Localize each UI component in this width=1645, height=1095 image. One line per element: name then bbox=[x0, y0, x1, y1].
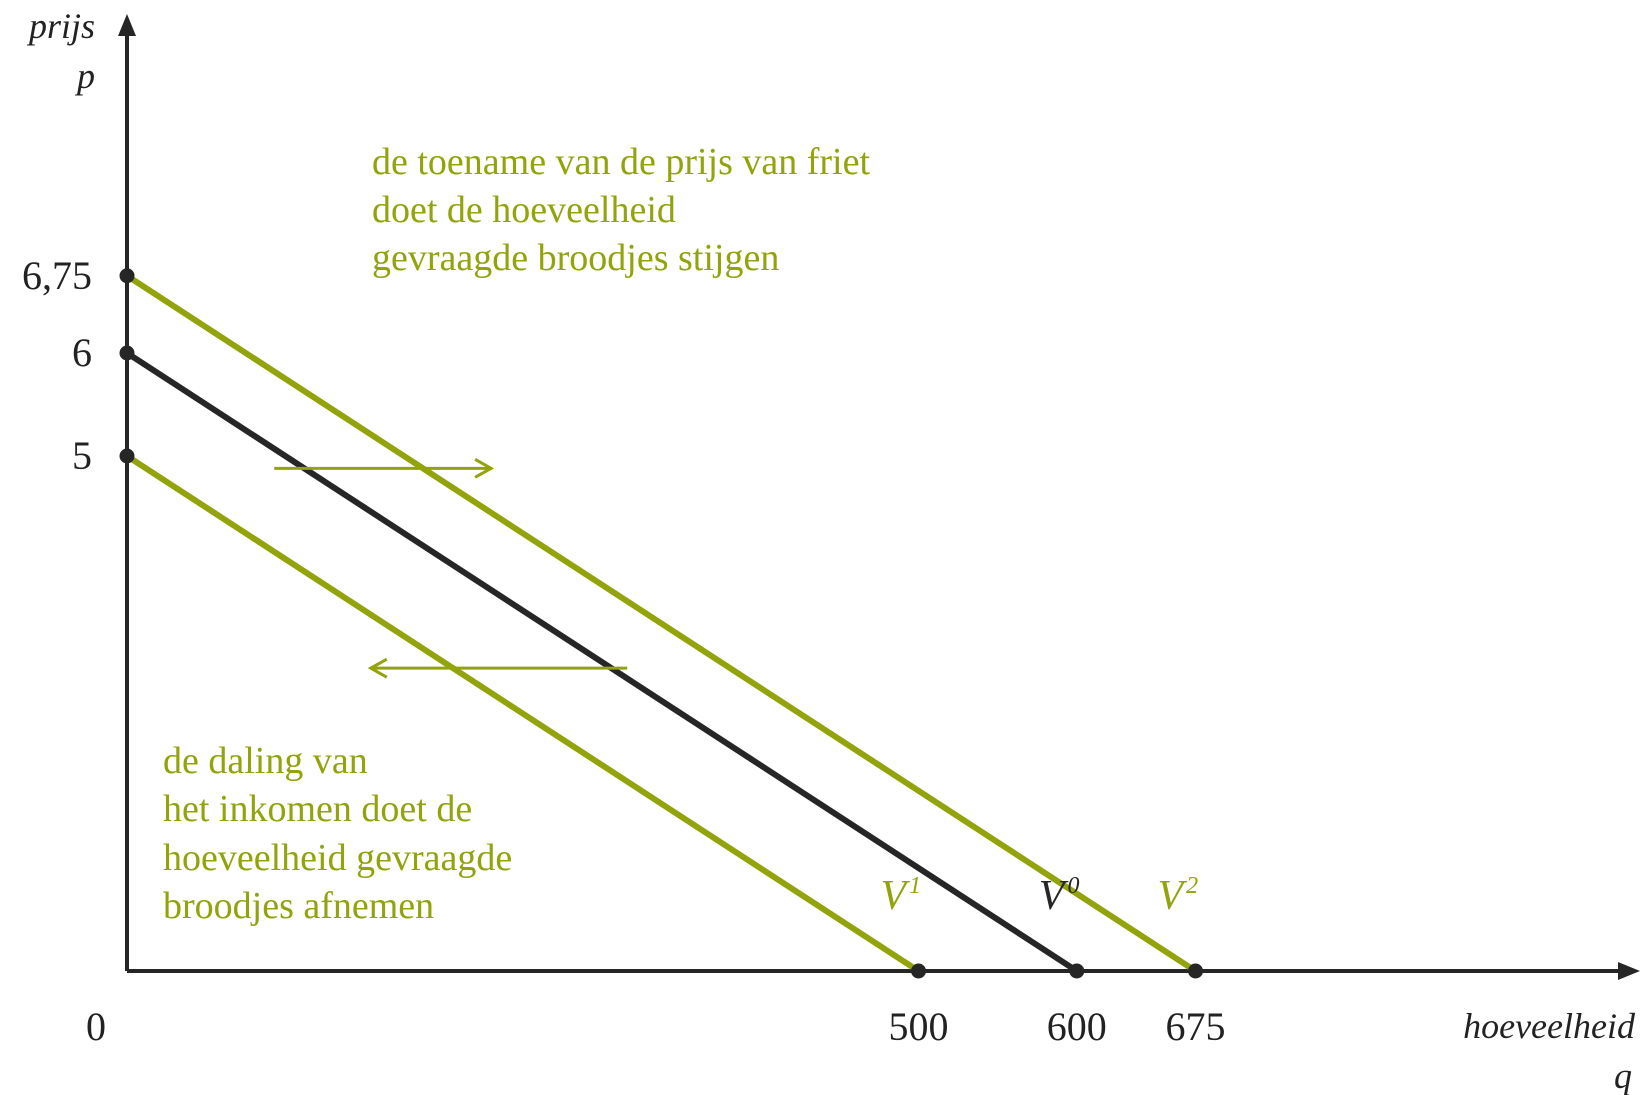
x-axis-symbol: q bbox=[1614, 1056, 1632, 1095]
x-intercept-dot-V0 bbox=[1069, 963, 1085, 979]
note-income-decrease-line: het inkomen doet de bbox=[163, 788, 472, 830]
x-tick-label: 675 bbox=[1166, 1004, 1226, 1049]
curve-label-superscript: 0 bbox=[1067, 873, 1079, 899]
shift-arrowhead-right bbox=[474, 458, 495, 479]
y-axis-symbol: p bbox=[74, 56, 95, 96]
x-axis-arrowhead bbox=[1618, 962, 1640, 980]
y-intercept-dot-V2 bbox=[119, 268, 135, 284]
y-axis-arrowhead bbox=[118, 14, 136, 36]
x-intercept-dot-V2 bbox=[1188, 963, 1204, 979]
curve-label-superscript: 1 bbox=[909, 873, 921, 899]
note-income-decrease-line: de daling van bbox=[163, 740, 368, 782]
y-tick-label: 5 bbox=[72, 433, 92, 478]
y-axis-label: prijs bbox=[26, 6, 95, 46]
curve-label-superscript: 2 bbox=[1186, 873, 1198, 899]
note-price-increase-line: de toename van de prijs van friet bbox=[372, 141, 870, 183]
y-tick-labels: 6,75 6 5 bbox=[22, 253, 92, 478]
y-intercept-dot-V1 bbox=[119, 448, 135, 464]
shift-arrows bbox=[274, 458, 628, 679]
note-price-increase-line: doet de hoeveelheid bbox=[372, 189, 676, 231]
note-price-increase-line: gevraagde broodjes stijgen bbox=[372, 237, 779, 279]
demand-curves bbox=[125, 273, 1198, 974]
demand-curve-V1 bbox=[125, 453, 921, 974]
y-tick-label: 6,75 bbox=[22, 253, 92, 298]
note-income-decrease: de daling van het inkomen doet de hoevee… bbox=[163, 740, 522, 927]
endpoint-dots bbox=[119, 268, 1204, 979]
x-axis-label: hoeveelheid bbox=[1463, 1006, 1636, 1046]
curve-label-name: V bbox=[1158, 873, 1188, 919]
x-tick-label: 500 bbox=[889, 1004, 949, 1049]
note-income-decrease-line: broodjes afnemen bbox=[163, 885, 434, 927]
x-intercept-dot-V1 bbox=[911, 963, 926, 979]
demand-curve-V0 bbox=[125, 350, 1079, 974]
y-tick-label: 6 bbox=[72, 330, 92, 375]
y-intercept-dot-V0 bbox=[119, 345, 135, 361]
curve-label-name: V bbox=[1039, 873, 1069, 919]
note-income-decrease-line: hoeveelheid gevraagde bbox=[163, 837, 512, 879]
demand-curve-V2 bbox=[125, 273, 1198, 974]
shift-arrowhead-left bbox=[367, 657, 388, 679]
origin-label: 0 bbox=[86, 1004, 106, 1049]
x-tick-labels: 500 600 675 bbox=[889, 1004, 1226, 1049]
x-tick-label: 600 bbox=[1047, 1004, 1107, 1049]
curve-label-name: V bbox=[881, 873, 911, 919]
note-price-increase: de toename van de prijs van friet doet d… bbox=[372, 141, 880, 279]
